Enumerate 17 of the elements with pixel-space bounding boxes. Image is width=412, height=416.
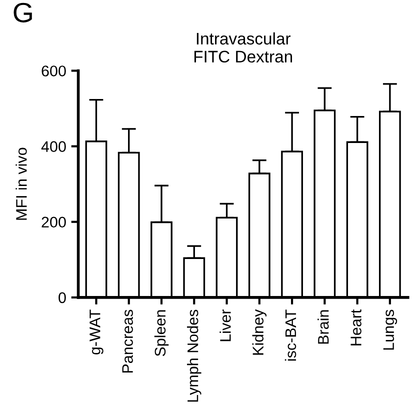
x-tick-label: Spleen <box>154 310 169 356</box>
y-tick-label: 600 <box>42 66 66 76</box>
y-tick-label: 400 <box>41 141 66 152</box>
x-tick-label: Pancreas <box>122 310 133 373</box>
y-tick-label: 200 <box>42 216 66 228</box>
x-tick-label: Liver <box>220 309 231 342</box>
x-tick-label: Brain <box>318 310 329 344</box>
y-tick-label: 0 <box>58 292 66 304</box>
x-tick-label: Lungs <box>383 310 398 350</box>
x-tick-label: Kidney <box>252 309 267 355</box>
x-tick-label: isc-BAT <box>284 310 296 361</box>
text: G <box>14 2 32 22</box>
y-axis-title: MFI in vivo <box>16 148 27 220</box>
x-tick-label: Lymph Nodes <box>187 310 202 402</box>
x-tick-label: Heart <box>350 309 362 346</box>
chart-title: Intravascular FITC Dextran <box>194 32 292 63</box>
x-tick-label: g-WAT <box>90 310 104 354</box>
